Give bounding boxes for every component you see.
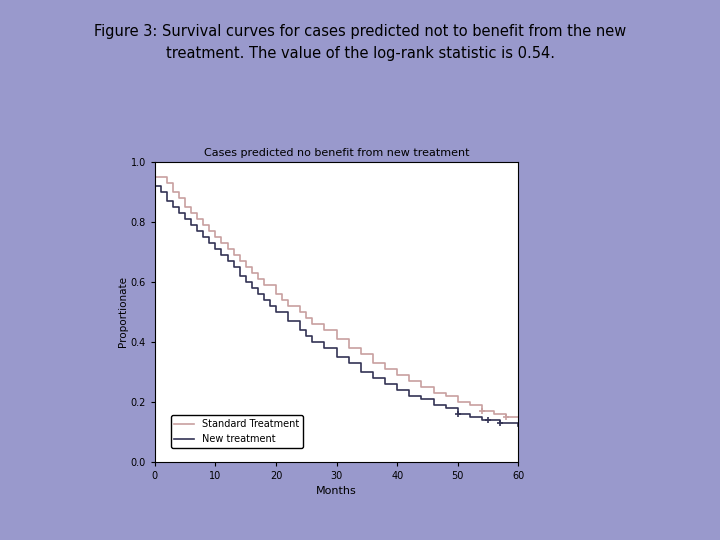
Legend: Standard Treatment, New treatment: Standard Treatment, New treatment [171,415,303,448]
Text: Figure 3: Survival curves for cases predicted not to benefit from the new: Figure 3: Survival curves for cases pred… [94,24,626,39]
Y-axis label: Proportionate: Proportionate [117,276,127,347]
Text: treatment. The value of the log-rank statistic is 0.54.: treatment. The value of the log-rank sta… [166,46,554,61]
Title: Cases predicted no benefit from new treatment: Cases predicted no benefit from new trea… [204,148,469,158]
X-axis label: Months: Months [316,487,357,496]
